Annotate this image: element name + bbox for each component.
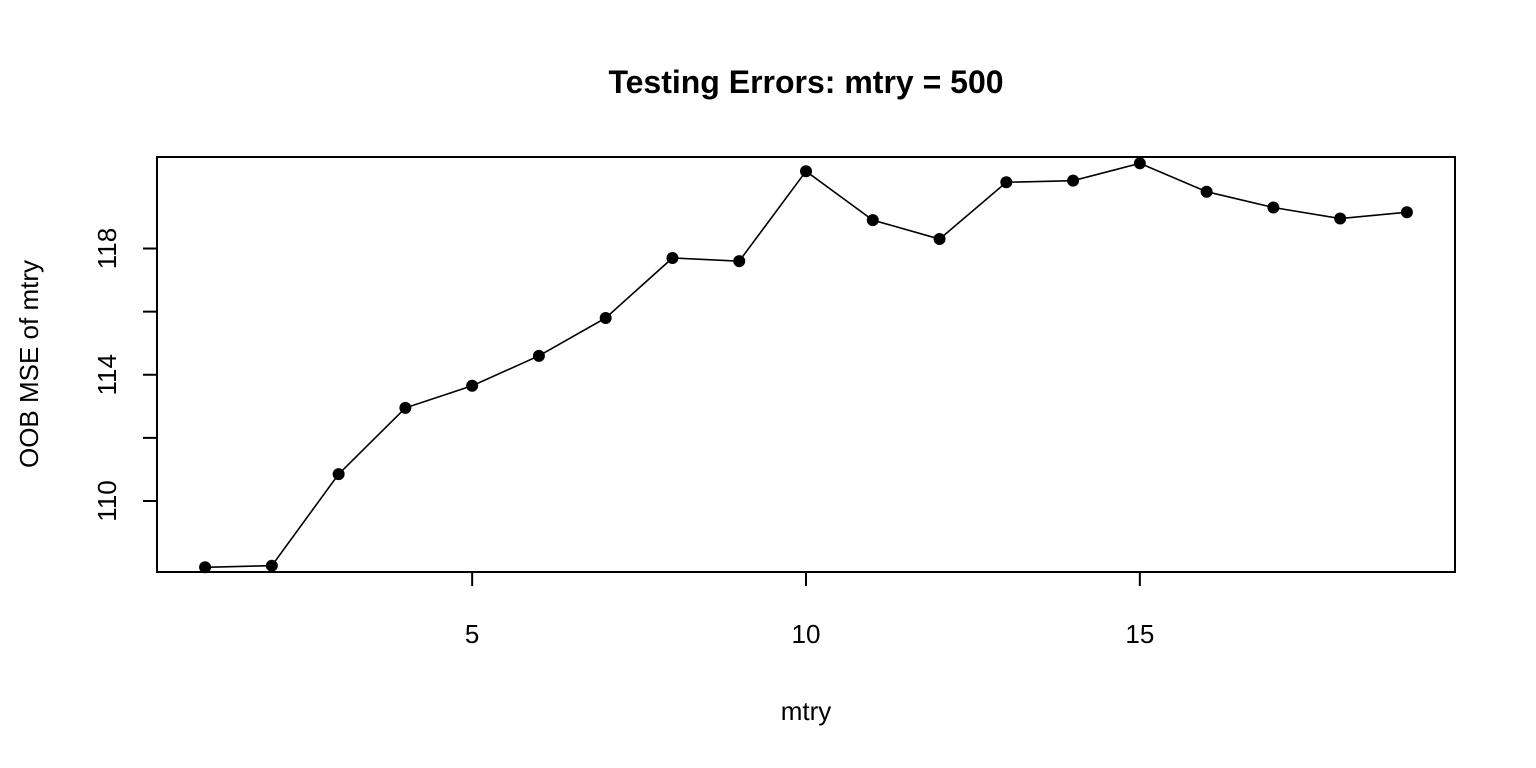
data-point [933,233,946,246]
plot-frame [156,156,1456,573]
y-tick-label: 114 [92,354,122,395]
x-tick-label: 5 [465,619,479,649]
series-line [205,162,1408,569]
y-tick-label: 110 [92,480,122,521]
chart-title: Testing Errors: mtry = 500 [608,64,1003,100]
data-point [733,255,746,268]
data-point [332,468,345,481]
y-axis: 110 114 118 [92,228,158,522]
x-axis-label: mtry [781,696,832,726]
x-tick-label: 15 [1125,619,1154,649]
data-point [1000,176,1013,189]
data-point [532,349,545,362]
y-tick-label: 118 [92,228,122,269]
data-point [399,401,412,414]
data-point [265,559,278,572]
series-group [199,157,1413,574]
x-tick-label: 10 [792,619,821,649]
y-axis-label: OOB MSE of mtry [14,260,44,468]
data-point [199,561,212,574]
data-point [666,251,679,264]
data-point [800,165,812,178]
data-point [1267,201,1280,214]
data-point [866,214,879,227]
data-point [1133,157,1146,170]
data-point [1334,212,1347,225]
data-point [1400,206,1413,219]
x-axis: 5 10 15 [465,571,1154,649]
data-point [1200,185,1213,198]
data-point [1067,174,1080,187]
data-point [599,311,612,324]
data-point [466,379,479,392]
